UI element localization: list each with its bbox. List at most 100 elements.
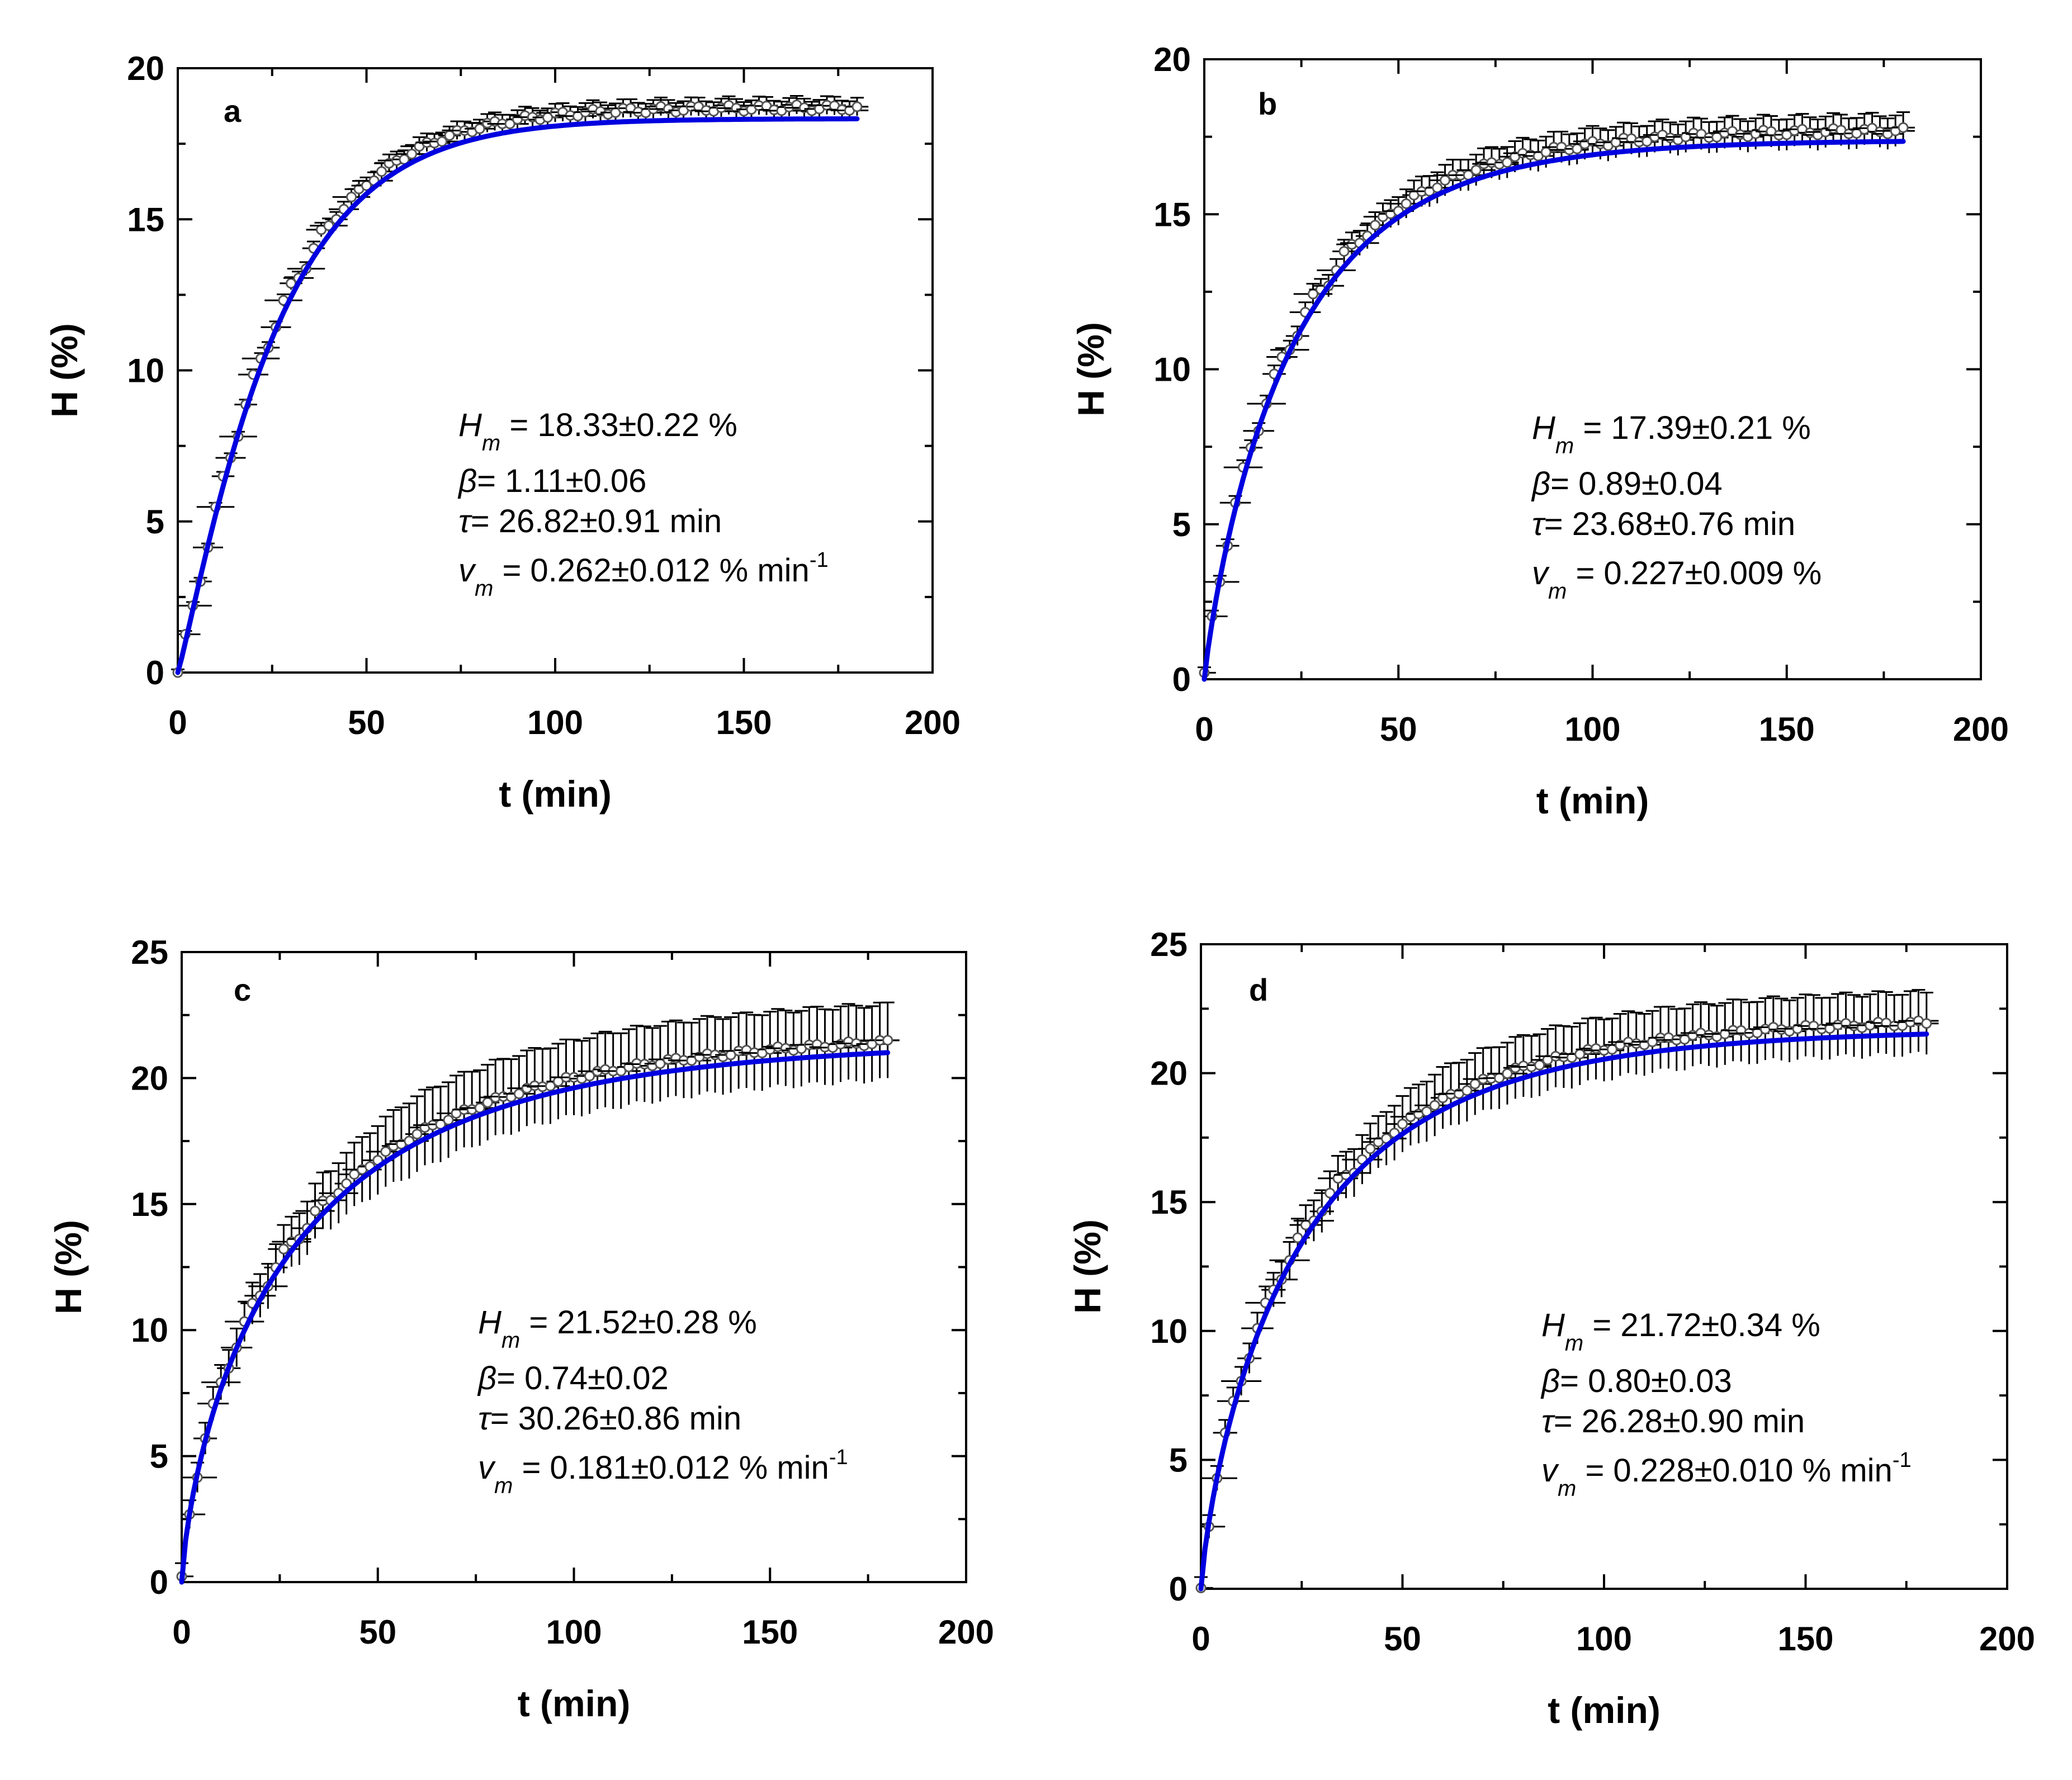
panel-c-data-point <box>310 1205 321 1216</box>
panel-a-y-tick-label: 10 <box>127 352 164 390</box>
panel-c-param-symbol: β <box>477 1360 496 1396</box>
panel-a-param-line: β= 1.11±0.06 <box>457 463 646 499</box>
panel-b-data-point <box>1898 122 1909 133</box>
panel-d-y-tick-label: 15 <box>1150 1183 1188 1221</box>
panel-a-data-point <box>851 101 863 112</box>
panel-d-param-line: β= 0.80±0.03 <box>1540 1363 1732 1399</box>
panel-a: 0 50 100 150 200 0 5 10 15 20 t (min) H (%) a Hm = 18… <box>44 50 961 815</box>
panel-a-param-symbol: τ <box>458 503 472 539</box>
panel-d-param-value: = 0.80±0.03 <box>1560 1363 1732 1399</box>
panel-d-y-tick-label: 25 <box>1150 926 1188 963</box>
panel-c-y-tick-label: 15 <box>131 1186 168 1223</box>
panel-c-param-subscript: m <box>494 1474 513 1498</box>
panel-c-param-symbol: τ <box>478 1400 492 1437</box>
panel-b-letter: b <box>1258 86 1277 121</box>
panel-d-param-line: Hm = 21.72±0.34 % <box>1541 1307 1820 1356</box>
panel-d-param-subscript: m <box>1565 1331 1583 1356</box>
panel-d-x-tick-label: 150 <box>1777 1620 1833 1658</box>
panel-b-y-tick-label: 0 <box>1172 661 1191 698</box>
panel-c-x-tick-label: 100 <box>546 1613 602 1651</box>
panel-d-y-tick-label: 10 <box>1150 1313 1188 1350</box>
panel-a-param-superscript: -1 <box>810 548 829 572</box>
panel-b-data-point <box>1338 246 1350 257</box>
panel-b-param-value: = 0.89±0.04 <box>1550 466 1723 502</box>
panel-a-x-axis-label: t (min) <box>499 773 612 815</box>
panel-c-param-superscript: -1 <box>829 1446 848 1469</box>
panel-a-x-tick-label: 50 <box>348 704 385 741</box>
panel-a-fit-line <box>175 116 860 675</box>
panel-d-data-point <box>1429 1100 1440 1111</box>
panel-c-measured-series <box>175 1001 900 1582</box>
panel-d-param-value: = 21.72±0.34 % <box>1583 1307 1820 1343</box>
panel-a-param-symbol: H <box>458 407 482 443</box>
panel-a-x-tick-label: 150 <box>716 704 772 741</box>
panel-b-param-line: τ= 23.68±0.76 min <box>1532 506 1795 542</box>
panel-d-param-subscript: m <box>1558 1476 1576 1501</box>
panel-b-data-point <box>1401 198 1412 209</box>
panel-a-data-point <box>376 166 387 177</box>
panel-c-data-point <box>278 1243 289 1254</box>
panel-c-x-axis-label: t (min) <box>518 1683 631 1724</box>
panel-c-y-tick-label: 0 <box>150 1564 168 1601</box>
panel-c-fit-line <box>179 1050 891 1585</box>
panel-a-y-tick-label: 15 <box>127 201 164 238</box>
panel-b-x-tick-label: 100 <box>1564 711 1620 748</box>
panel-d-param-symbol: H <box>1541 1307 1565 1343</box>
panel-b-param-symbol: v <box>1532 555 1550 591</box>
panel-b-y-tick-label: 20 <box>1153 41 1191 78</box>
panel-c-param-subscript: m <box>502 1328 520 1353</box>
panel-b-param-line: vm = 0.227±0.009 % <box>1532 555 1822 604</box>
panel-b-x-tick-label: 150 <box>1759 711 1815 748</box>
panel-d-param-line: τ= 26.28±0.90 min <box>1541 1403 1805 1440</box>
panel-b-x-tick-label: 200 <box>1953 711 2009 748</box>
panel-d-param-symbol: τ <box>1541 1403 1555 1440</box>
panel-d-x-tick-label: 0 <box>1191 1620 1210 1658</box>
panel-c: 0 50 100 150 200 0 5 10 15 20 25 t (min) H (%) c Hm = … <box>48 934 994 1724</box>
panel-c-data-point <box>882 1035 893 1046</box>
panel-b-param-line: β= 0.89±0.04 <box>1531 466 1723 502</box>
panel-a-data-point <box>437 136 447 147</box>
panel-b-param-symbol: τ <box>1532 506 1546 542</box>
panel-a-param-value: = 1.11±0.06 <box>477 463 646 499</box>
panel-d-y-tick-label: 20 <box>1150 1055 1188 1092</box>
panel-d-y-tick-label: 5 <box>1169 1441 1188 1479</box>
panel-d-y-tick-label: 0 <box>1169 1570 1188 1608</box>
panel-a-y-tick-label: 20 <box>127 50 164 87</box>
panel-a-letter: a <box>224 93 242 129</box>
panel-b-data-point <box>1370 220 1381 231</box>
panel-b-x-tick-label: 0 <box>1195 711 1213 748</box>
panel-a-x-tick-label: 100 <box>527 704 583 741</box>
panel-b-param-subscript: m <box>1555 434 1574 458</box>
panel-c-y-axis-label: H (%) <box>48 1220 89 1314</box>
panel-a-x-tick-label: 200 <box>905 704 961 741</box>
panel-d-param-superscript: -1 <box>1893 1448 1912 1472</box>
panel-d-y-axis-label: H (%) <box>1067 1219 1108 1314</box>
panel-d-param-symbol: v <box>1541 1452 1559 1489</box>
panel-c-param-value: = 21.52±0.28 % <box>520 1304 757 1341</box>
panel-b-param-symbol: H <box>1532 410 1555 446</box>
panel-d-measured-series <box>1194 989 1939 1593</box>
panel-b-param-value: = 17.39±0.21 % <box>1574 410 1811 446</box>
panel-c-data-point <box>513 1088 524 1100</box>
panel-c-param-value: = 30.26±0.86 min <box>490 1400 741 1437</box>
panel-d-fit-line <box>1198 1031 1929 1592</box>
panel-a-data-point <box>346 191 357 202</box>
panel-d-data-point <box>1365 1143 1376 1154</box>
panel-d: 0 50 100 150 200 0 5 10 15 20 25 t (min) H (%) d Hm = … <box>1067 926 2035 1731</box>
panel-b-x-axis-label: t (min) <box>1536 780 1649 821</box>
panel-d-data-point <box>1534 1059 1545 1071</box>
panel-a-param-symbol: β <box>457 463 477 499</box>
panel-b-y-tick-label: 5 <box>1172 506 1191 543</box>
panel-c-y-tick-label: 10 <box>131 1312 168 1349</box>
panel-c-param-line: Hm = 21.52±0.28 % <box>478 1304 757 1353</box>
panel-c-param-line: τ= 30.26±0.86 min <box>478 1400 741 1437</box>
panel-b-x-tick-label: 50 <box>1380 711 1417 748</box>
panel-b-data-point <box>1502 157 1513 168</box>
panel-a-param-subscript: m <box>475 576 493 601</box>
panel-d-data-point <box>1397 1119 1408 1130</box>
panel-c-param-symbol: H <box>478 1304 502 1341</box>
panel-a-measured-series <box>171 94 869 678</box>
panel-b-param-subscript: m <box>1548 579 1567 604</box>
panel-c-param-value: = 0.181±0.012 % min <box>513 1450 829 1486</box>
panel-a-param-line: Hm = 18.33±0.22 % <box>458 407 737 456</box>
